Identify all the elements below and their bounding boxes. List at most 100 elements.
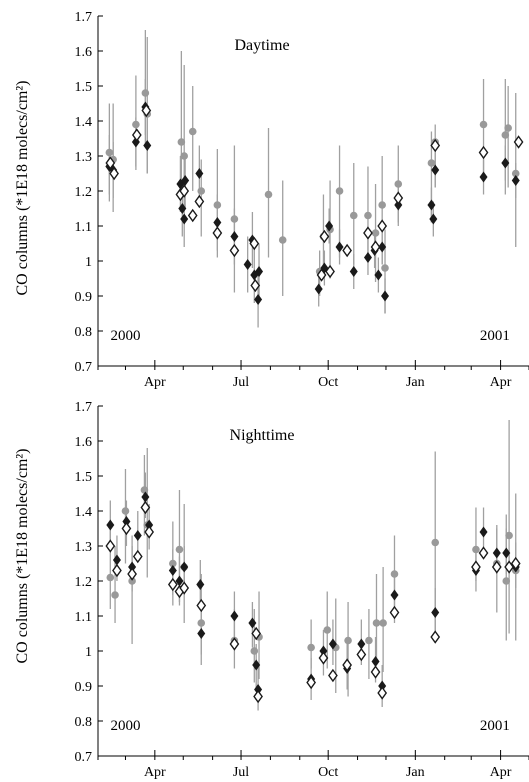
gray-circle-point [141,89,150,97]
gray-circle-point [105,148,114,157]
gray-circle-point [371,229,380,237]
open-diamond-point [356,647,367,662]
open-diamond-point [478,145,489,160]
open-diamond-point [140,500,151,515]
gray-circle-point [180,152,188,160]
year-label: 2000 [110,328,140,344]
nighttime-panel: CO columns (*1E18 molecs/cm²) Nighttime … [14,400,529,780]
open-diamond-point [318,651,329,665]
black-diamond-point [178,203,187,214]
x-tick-label: Jan [406,765,425,780]
black-diamond-point [371,656,380,667]
y-tick-label: 1.2 [75,575,93,590]
y-tick-label: 1.5 [75,80,93,95]
year-label: 2000 [110,718,140,734]
black-diamond-point [248,617,257,629]
black-diamond-point [429,213,438,225]
open-diamond-point [491,560,502,574]
black-diamond-point [394,199,403,211]
open-diamond-point [105,156,116,170]
open-diamond-point [389,605,400,620]
black-diamond-point [390,589,399,601]
y-tick-label: 0.9 [75,680,93,695]
open-diamond-point [504,560,514,574]
black-diamond-point [112,554,121,566]
y-tick-label: 1 [85,645,92,660]
open-diamond-point [342,243,352,258]
open-diamond-point [112,563,122,578]
black-diamond-point [479,171,488,183]
daytime-y-axis-label: CO columns (*1E18 molecs/cm²) [14,81,31,296]
gray-circle-point [505,531,513,540]
gray-circle-point [379,619,387,627]
open-diamond-point [513,135,524,149]
gray-circle-point [431,538,440,547]
y-tick-label: 1.7 [75,10,93,25]
year-label: 2001 [480,718,510,734]
open-diamond-point [187,208,198,223]
black-diamond-point [175,575,184,587]
open-diamond-point [249,236,260,251]
x-tick-label: Apr [490,765,512,780]
open-diamond-point [316,268,327,282]
open-diamond-point [377,219,388,233]
open-diamond-point [250,278,261,293]
y-tick-label: 0.8 [75,715,93,730]
gray-circle-point [278,236,287,244]
open-diamond-point [105,539,116,553]
year-label: 2001 [480,328,510,344]
open-diamond-point [167,577,178,592]
gray-circle-point [504,124,512,132]
black-diamond-point [252,659,261,671]
open-diamond-point [510,556,521,571]
gray-circle-point [132,120,140,129]
black-diamond-point [255,266,264,277]
gray-circle-point [372,619,381,627]
black-diamond-point [122,516,131,527]
black-diamond-point [431,164,440,176]
black-diamond-point [335,241,344,253]
gray-circle-point [427,159,436,167]
gray-circle-point [140,486,149,494]
open-diamond-point [229,243,240,258]
black-diamond-point [319,645,328,657]
y-tick-label: 1.3 [75,150,93,165]
open-diamond-point [121,521,132,536]
gray-circle-point [501,131,510,139]
gray-circle-point [364,211,372,220]
open-diamond-point [370,240,381,254]
black-diamond-point [106,519,115,531]
open-diamond-point [342,658,352,672]
gray-circle-point [479,120,488,129]
open-diamond-point [377,686,388,700]
black-diamond-point [197,628,206,639]
black-diamond-point [431,607,440,618]
black-diamond-point [145,519,154,531]
open-diamond-point [196,598,207,613]
y-tick-label: 0.9 [75,290,93,305]
open-diamond-point [179,581,190,595]
x-tick-label: Oct [318,375,338,390]
gray-circle-point [344,636,352,645]
black-diamond-point [133,530,142,541]
y-tick-label: 1.4 [75,115,93,130]
y-tick-label: 1 [85,255,92,270]
y-tick-label: 1.2 [75,185,93,200]
open-diamond-point [251,626,262,641]
black-diamond-point [314,283,323,295]
nighttime-panel-title: Nighttime [230,427,295,444]
y-tick-label: 0.8 [75,325,93,340]
open-diamond-point [144,525,155,539]
black-diamond-point [195,168,204,179]
open-diamond-point [325,264,335,279]
open-diamond-point [430,138,441,153]
y-tick-label: 1.3 [75,540,93,555]
open-diamond-point [253,689,263,704]
black-diamond-point [230,610,239,622]
open-diamond-point [132,549,143,564]
gray-circle-point [197,187,206,195]
x-tick-label: Oct [318,765,338,780]
gray-circle-point [175,545,184,554]
black-diamond-point [492,547,501,559]
